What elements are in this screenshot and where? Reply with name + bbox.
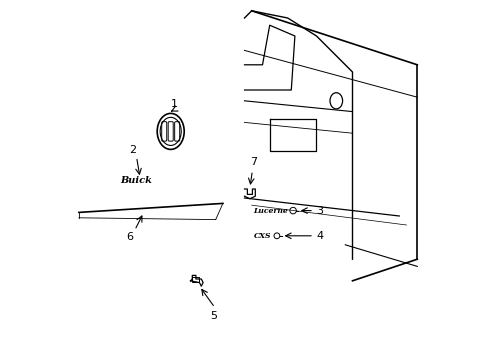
Text: CXS: CXS <box>253 232 270 240</box>
Text: Buick: Buick <box>120 176 152 185</box>
Text: 4: 4 <box>316 231 323 241</box>
Text: 7: 7 <box>249 157 257 167</box>
Text: 3: 3 <box>316 206 323 216</box>
Text: 6: 6 <box>125 232 133 242</box>
Text: 5: 5 <box>210 311 217 321</box>
Text: 2: 2 <box>129 145 136 155</box>
Text: Lucerne: Lucerne <box>253 207 287 215</box>
Bar <box>192 277 199 282</box>
Text: 1: 1 <box>170 99 178 109</box>
